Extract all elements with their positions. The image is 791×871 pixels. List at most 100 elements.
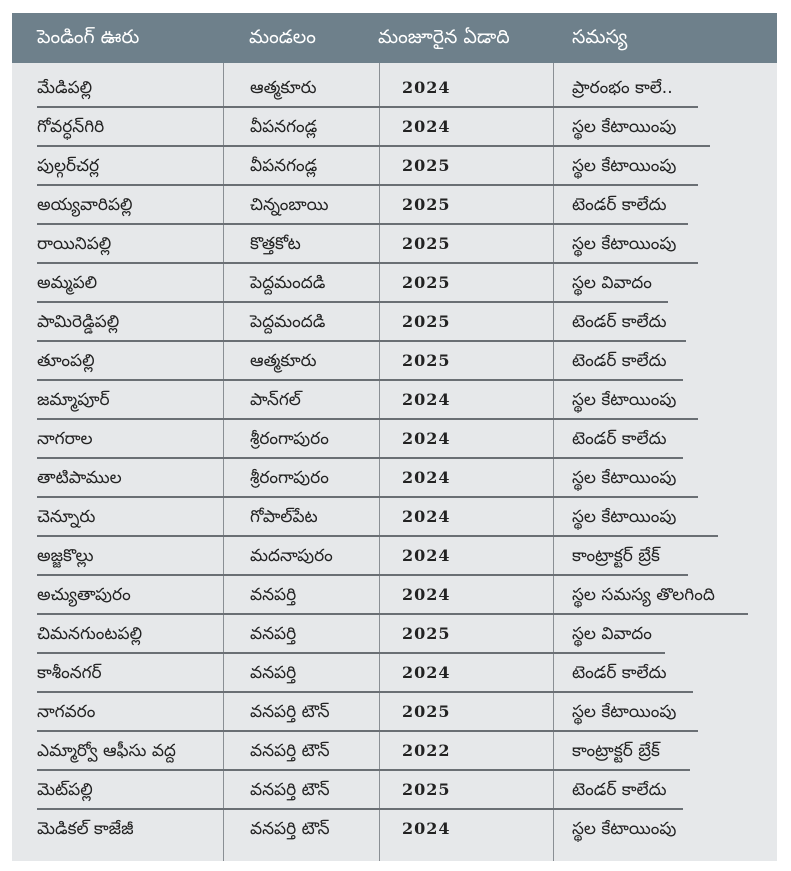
year-cell: 2024 — [402, 546, 451, 565]
row-divider — [37, 340, 686, 342]
village-cell: రాయినిపల్లి — [37, 234, 112, 254]
year-cell: 2025 — [402, 702, 451, 721]
table-row: గోవర్ధన్‌గిరి వీపనగండ్ల 2024 స్థల కేటాయింపు — [12, 108, 777, 147]
village-cell: ఎమ్మార్వో ఆఫీసు వద్ద — [37, 741, 176, 761]
problem-cell: టెండర్ కాలేదు — [572, 195, 667, 215]
table-row: అజ్జకొల్లు మదనాపురం 2024 కాంట్రాక్టర్ బ్రేక… — [12, 537, 777, 576]
mandal-cell: మదనాపురం — [250, 546, 333, 566]
village-cell: తాటిపాముల — [37, 468, 122, 488]
year-cell: 2024 — [402, 819, 451, 838]
year-cell: 2024 — [402, 468, 451, 487]
village-cell: అచ్యుతాపురం — [37, 585, 131, 605]
year-cell: 2024 — [402, 117, 451, 136]
mandal-cell: గోపాల్‌పేట — [250, 507, 318, 527]
problem-cell: స్థల కేటాయింపు — [572, 117, 677, 137]
village-cell: పామిరెడ్డిపల్లి — [37, 312, 120, 332]
mandal-cell: ఆత్మకూరు — [250, 78, 317, 98]
mandal-cell: పెద్దమందడి — [250, 312, 326, 332]
village-cell: చెన్నూరు — [37, 507, 96, 527]
table-row: మేడిపల్లి ఆత్మకూరు 2024 ప్రారంభం కాలే.. — [12, 69, 777, 108]
year-cell: 2025 — [402, 234, 451, 253]
mandal-cell: వీపనగండ్ల — [250, 156, 318, 176]
problem-cell: స్థల కేటాయింపు — [572, 390, 677, 410]
mandal-cell: వనపర్తి — [250, 585, 297, 605]
row-divider — [37, 535, 718, 537]
mandal-cell: వీపనగండ్ల — [250, 117, 318, 137]
problem-cell: టెండర్ కాలేదు — [572, 780, 667, 800]
row-divider — [37, 691, 693, 693]
mandal-cell: ఆత్మకూరు — [250, 351, 317, 371]
mandal-cell: శ్రీరంగాపురం — [250, 429, 329, 449]
column-divider — [223, 63, 224, 861]
row-divider — [37, 184, 698, 186]
year-cell: 2024 — [402, 585, 451, 604]
table-row: చెన్నూరు గోపాల్‌పేట 2024 స్థల కేటాయింపు — [12, 498, 777, 537]
table-row: చిమనగుంటపల్లి వనపర్తి 2025 స్థల వివాదం — [12, 615, 777, 654]
table-row: మెట్‌పల్లి వనపర్తి టౌన్ 2025 టెండర్ కాలేదు — [12, 771, 777, 810]
village-cell: మెడికల్ కాజేజీ — [37, 819, 134, 839]
village-cell: నాగరాల — [37, 429, 93, 449]
row-divider — [37, 262, 698, 264]
row-divider — [37, 613, 748, 615]
header-sanctioned-year: మంజూరైన ఏడాది — [378, 26, 510, 48]
row-divider — [37, 301, 668, 303]
mandal-cell: వనపర్తి — [250, 624, 297, 644]
mandal-cell: వనపర్తి — [250, 663, 297, 683]
table-row: ఎమ్మార్వో ఆఫీసు వద్ద వనపర్తి టౌన్ 2022 కాంట… — [12, 732, 777, 771]
problem-cell: కాంట్రాక్టర్ బ్రేక్ — [572, 546, 660, 566]
problem-cell: కాంట్రాక్టర్ బ్రేక్ — [572, 741, 660, 761]
table-header: పెండింగ్ ఊరు మండలం మంజూరైన ఏడాది సమస్య — [12, 13, 777, 63]
mandal-cell: కొత్తకోట — [250, 234, 301, 254]
mandal-cell: చిన్నంబాయి — [250, 195, 329, 215]
problem-cell: స్థల వివాదం — [572, 624, 652, 644]
mandal-cell: పాన్‌గల్ — [250, 390, 301, 410]
problem-cell: స్థల కేటాయింపు — [572, 819, 677, 839]
table-row: అయ్యవారిపల్లి చిన్నంబాయి 2025 టెండర్ కాలేదు — [12, 186, 777, 225]
year-cell: 2025 — [402, 351, 451, 370]
year-cell: 2025 — [402, 273, 451, 292]
row-divider — [37, 223, 688, 225]
year-cell: 2024 — [402, 663, 451, 682]
header-problem: సమస్య — [572, 26, 628, 48]
mandal-cell: వనపర్తి టౌన్ — [250, 780, 330, 800]
problem-cell: స్థల కేటాయింపు — [572, 702, 677, 722]
pending-villages-table: పెండింగ్ ఊరు మండలం మంజూరైన ఏడాది సమస్య మ… — [12, 13, 777, 861]
year-cell: 2024 — [402, 507, 451, 526]
problem-cell: స్థల కేటాయింపు — [572, 507, 677, 527]
row-divider — [37, 418, 698, 420]
problem-cell: స్థల సమస్య తొలగింది — [572, 585, 715, 605]
table-row: తాటిపాముల శ్రీరంగాపురం 2024 స్థల కేటాయింపు — [12, 459, 777, 498]
year-cell: 2025 — [402, 312, 451, 331]
village-cell: గోవర్ధన్‌గిరి — [37, 117, 105, 137]
village-cell: అమ్మపలి — [37, 273, 98, 293]
problem-cell: టెండర్ కాలేదు — [572, 351, 667, 371]
year-cell: 2024 — [402, 390, 451, 409]
village-cell: పుల్గర్‌చర్ల — [37, 156, 100, 176]
problem-cell: టెండర్ కాలేదు — [572, 429, 667, 449]
year-cell: 2022 — [402, 741, 451, 760]
village-cell: మేడిపల్లి — [37, 78, 93, 98]
village-cell: కాశీంనగర్ — [37, 663, 102, 683]
table-row: జమ్మాపూర్ పాన్‌గల్ 2024 స్థల కేటాయింపు — [12, 381, 777, 420]
village-cell: నాగవరం — [37, 702, 96, 722]
problem-cell: టెండర్ కాలేదు — [572, 663, 667, 683]
row-divider — [37, 145, 710, 147]
problem-cell: టెండర్ కాలేదు — [572, 312, 667, 332]
row-divider — [37, 106, 698, 108]
table-row: నాగవరం వనపర్తి టౌన్ 2025 స్థల కేటాయింపు — [12, 693, 777, 732]
column-divider — [379, 63, 380, 861]
row-divider — [37, 574, 688, 576]
header-pending-village: పెండింగ్ ఊరు — [37, 26, 140, 48]
mandal-cell: శ్రీరంగాపురం — [250, 468, 329, 488]
row-divider — [37, 769, 690, 771]
village-cell: మెట్‌పల్లి — [37, 780, 93, 800]
problem-cell: స్థల వివాదం — [572, 273, 652, 293]
row-divider — [37, 808, 683, 810]
row-divider — [37, 652, 665, 654]
year-cell: 2025 — [402, 780, 451, 799]
table-row: పుల్గర్‌చర్ల వీపనగండ్ల 2025 స్థల కేటాయింపు — [12, 147, 777, 186]
table-row: కాశీంనగర్ వనపర్తి 2024 టెండర్ కాలేదు — [12, 654, 777, 693]
table-row: అచ్యుతాపురం వనపర్తి 2024 స్థల సమస్య తొలగింద… — [12, 576, 777, 615]
problem-cell: ప్రారంభం కాలే.. — [572, 78, 673, 98]
year-cell: 2025 — [402, 195, 451, 214]
